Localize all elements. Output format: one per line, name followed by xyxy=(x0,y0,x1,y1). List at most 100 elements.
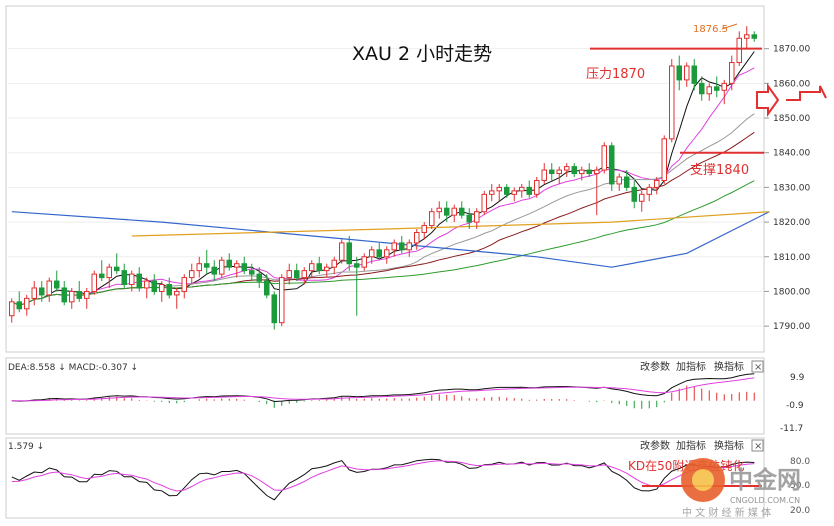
price-tick-label: 1870.00 xyxy=(773,45,810,55)
candle-body xyxy=(159,284,165,292)
candle-body xyxy=(166,284,172,296)
candle-body xyxy=(256,273,262,282)
candle-body xyxy=(459,207,465,216)
candle-body xyxy=(391,242,397,251)
support-label: 支撑1840 xyxy=(690,163,749,178)
kd-k-line xyxy=(11,458,755,501)
arrow-callout-icon xyxy=(756,82,780,118)
candle-body xyxy=(226,259,232,268)
candle-body xyxy=(9,301,15,317)
candle-body xyxy=(301,270,307,279)
candle-body xyxy=(406,242,412,251)
price-tick-label: 1820.00 xyxy=(773,218,810,228)
candle-body xyxy=(309,263,315,272)
candle-body xyxy=(196,263,202,272)
candle-body xyxy=(541,169,547,181)
kd-switch-indicator-button[interactable]: 换指标 xyxy=(714,439,744,452)
candle-body xyxy=(631,186,637,202)
candle-body xyxy=(646,186,652,195)
price-tick-label: 1810.00 xyxy=(773,253,810,263)
candle-body xyxy=(249,270,255,275)
macd-dea-line xyxy=(11,377,755,402)
watermark-url: CNGOLD.COM.CN xyxy=(730,496,800,505)
candle-body xyxy=(714,86,720,91)
kd-add-indicator-button[interactable]: 加指标 xyxy=(676,439,706,452)
ma-line-flat xyxy=(131,211,770,237)
candle-body xyxy=(721,82,727,91)
candle-body xyxy=(526,186,532,195)
kd-close-icon[interactable] xyxy=(751,439,764,452)
candle-body xyxy=(519,186,525,192)
macd-panel: DEA:8.558 ↓ MACD:-0.307 ↓ 改参数 加指标 换指标 × … xyxy=(5,357,805,435)
candle-body xyxy=(324,266,330,272)
ma-line-long xyxy=(11,211,770,268)
high-marker-label: 1876.5 xyxy=(693,24,728,35)
kd-change-params-button[interactable]: 改参数 xyxy=(640,439,670,452)
high-marker-leader xyxy=(721,23,738,30)
price-tick-label: 1800.00 xyxy=(773,287,810,297)
candle-body xyxy=(609,145,615,185)
macd-dif-line xyxy=(11,373,755,403)
candle-body xyxy=(676,65,682,81)
candle-body xyxy=(639,193,645,202)
watermark-subtitle: 中 文 财 经 新 媒 体 xyxy=(682,506,771,519)
arrow-callout-icon-right xyxy=(786,85,827,101)
macd-legend: DEA:8.558 ↓ MACD:-0.307 ↓ xyxy=(8,363,138,373)
candle-body xyxy=(91,273,97,292)
ma-line-60 xyxy=(11,180,755,306)
candle-body xyxy=(189,270,195,279)
candle-body xyxy=(669,65,675,140)
candle-body xyxy=(699,82,705,95)
candle-body xyxy=(69,290,75,303)
candle-body xyxy=(279,277,285,324)
price-tick-label: 1830.00 xyxy=(773,183,810,193)
candle-body xyxy=(354,263,360,268)
candle-body xyxy=(601,145,607,171)
candlesticks xyxy=(9,26,757,330)
macd-tick-low: -11.7 xyxy=(780,424,803,434)
candle-body xyxy=(76,290,82,299)
candle-body xyxy=(264,280,270,296)
candle-body xyxy=(361,256,367,268)
candle-body xyxy=(331,259,337,268)
macd-close-icon[interactable] xyxy=(751,360,764,373)
candle-body xyxy=(736,37,742,64)
candle-body xyxy=(481,193,487,213)
candle-body xyxy=(586,169,592,175)
macd-switch-indicator-button[interactable]: 换指标 xyxy=(714,360,744,373)
candle-body xyxy=(286,270,292,279)
candle-body xyxy=(729,62,735,84)
price-tick-label: 1840.00 xyxy=(773,149,810,159)
candle-body xyxy=(211,266,217,275)
candle-body xyxy=(661,138,667,181)
candle-body xyxy=(421,225,427,233)
macd-change-params-button[interactable]: 改参数 xyxy=(640,360,670,373)
candle-body xyxy=(99,273,105,279)
candle-body xyxy=(271,294,277,324)
candle-body xyxy=(489,190,495,195)
kd-d-line xyxy=(11,460,755,492)
price-tick-label: 1850.00 xyxy=(773,114,810,124)
candle-body xyxy=(24,297,30,310)
main-price-panel: 1870.00 1860.00 1850.00 1840.00 1830.00 1820.… xyxy=(5,5,827,353)
moving-average-lines xyxy=(11,51,770,306)
candle-body xyxy=(414,231,420,244)
candle-body xyxy=(219,259,225,275)
candle-body xyxy=(624,176,630,188)
candle-body xyxy=(174,290,180,296)
macd-add-indicator-button[interactable]: 加指标 xyxy=(676,360,706,373)
candle-body xyxy=(451,207,457,216)
kd-panel: 1.579 ↓ 改参数 加指标 换指标 × KD在50附近高位钝化 80.0 5… xyxy=(5,437,810,519)
candle-body xyxy=(39,287,45,296)
candle-body xyxy=(316,263,322,272)
price-tick-label: 1790.00 xyxy=(773,322,810,332)
candle-body xyxy=(399,242,405,251)
candle-body xyxy=(504,186,510,195)
chart-title: XAU 2 小时走势 xyxy=(352,43,492,65)
candle-body xyxy=(751,34,757,39)
candle-body xyxy=(376,249,382,258)
candle-body xyxy=(474,211,480,223)
brand-logo-inner xyxy=(692,469,714,491)
candle-body xyxy=(61,287,67,303)
